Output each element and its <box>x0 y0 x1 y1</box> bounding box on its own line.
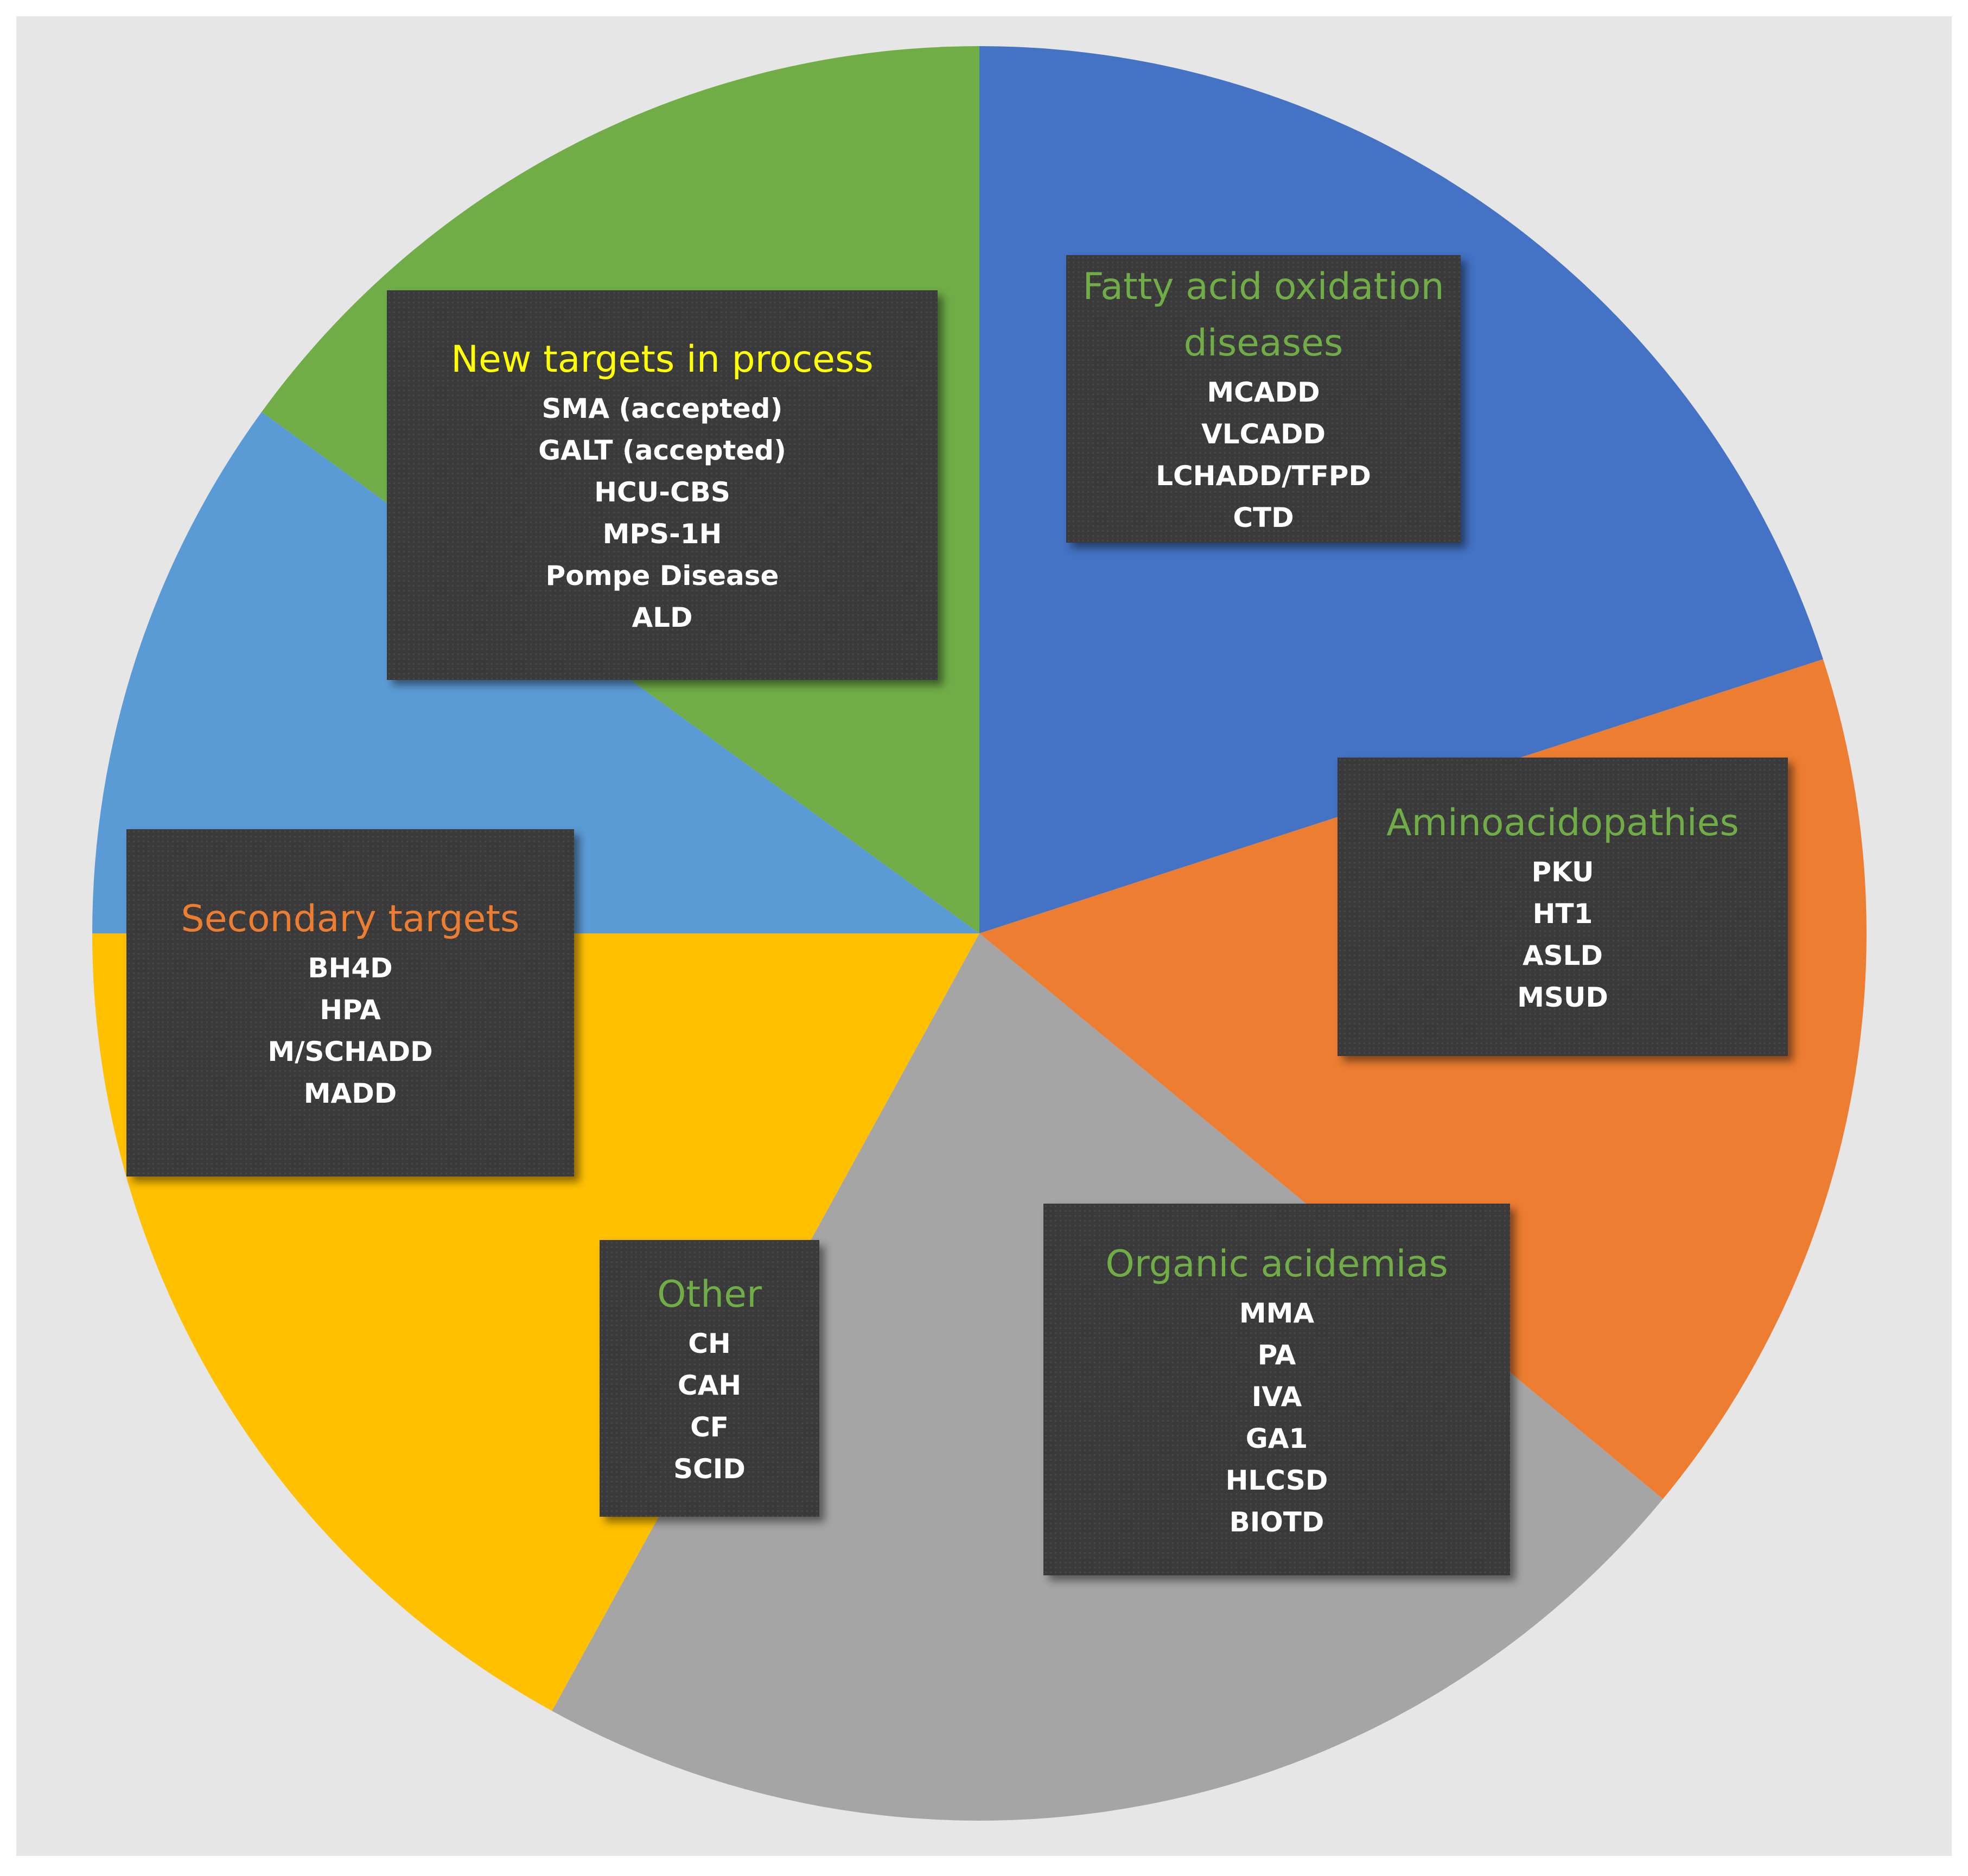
slice-label-fatty-acid-oxidation: Fatty acid oxidation diseases <box>1082 265 1444 365</box>
slice-label-organic-acidemias: Organic acidemias <box>1105 1242 1448 1286</box>
label-box-aminoacidopathies: Aminoacidopathies PKU HT1 ASLD MSUD <box>1338 758 1788 1056</box>
list-item: HPA <box>320 994 381 1026</box>
item-list-fatty-acid-oxidation: MCADD VLCADD LCHADD/TFPD CTD <box>1156 372 1371 539</box>
list-item: CAH <box>677 1370 742 1401</box>
list-item: Pompe Disease <box>545 560 779 592</box>
list-item: MADD <box>303 1078 397 1109</box>
list-item: PA <box>1257 1339 1296 1371</box>
list-item: BH4D <box>308 952 393 984</box>
label-box-other: Other CH CAH CF SCID <box>600 1240 819 1517</box>
item-list-organic-acidemias: MMA PA IVA GA1 HLCSD BIOTD <box>1226 1293 1328 1543</box>
list-item: VLCADD <box>1201 418 1326 450</box>
list-item: HT1 <box>1532 898 1593 930</box>
slice-label-secondary-targets: Secondary targets <box>181 898 520 940</box>
list-item: SCID <box>673 1453 746 1485</box>
list-item: MCADD <box>1207 377 1320 408</box>
list-item: MMA <box>1239 1297 1315 1329</box>
list-item: GA1 <box>1245 1422 1308 1454</box>
list-item: HCU-CBS <box>594 476 730 508</box>
item-list-new-targets-in-process: SMA (accepted) GALT (accepted) HCU-CBS MPS-… <box>538 388 786 639</box>
label-box-new-targets-in-process: New targets in process SMA (accepted) GAL… <box>387 290 938 680</box>
label-box-secondary-targets: Secondary targets BH4D HPA M/SCHADD MADD <box>126 829 574 1177</box>
list-item: CF <box>690 1411 729 1443</box>
list-item: PKU <box>1531 856 1594 888</box>
label-box-fatty-acid-oxidation: Fatty acid oxidation diseases MCADD VLCAD… <box>1066 255 1461 543</box>
list-item: SMA (accepted) <box>542 393 783 424</box>
list-item: BIOTD <box>1229 1506 1324 1538</box>
slice-label-other: Other <box>657 1273 762 1316</box>
slice-label-aminoacidopathies: Aminoacidopathies <box>1386 802 1739 844</box>
list-item: MPS-1H <box>602 518 722 550</box>
list-item: HLCSD <box>1225 1464 1328 1496</box>
list-item: M/SCHADD <box>268 1036 433 1067</box>
list-item: IVA <box>1251 1381 1302 1413</box>
label-box-organic-acidemias: Organic acidemias MMA PA IVA GA1 HLCSD BIOTD <box>1043 1204 1510 1575</box>
list-item: MSUD <box>1517 982 1608 1013</box>
list-item: ALD <box>632 602 693 633</box>
item-list-aminoacidopathies: PKU HT1 ASLD MSUD <box>1517 851 1608 1019</box>
slice-label-new-targets-in-process: New targets in process <box>451 338 874 381</box>
item-list-secondary-targets: BH4D HPA M/SCHADD MADD <box>268 947 432 1115</box>
list-item: CTD <box>1233 502 1294 533</box>
list-item: LCHADD/TFPD <box>1156 460 1371 492</box>
list-item: ASLD <box>1522 940 1603 971</box>
item-list-other: CH CAH CF SCID <box>673 1323 746 1490</box>
list-item: GALT (accepted) <box>538 435 786 466</box>
list-item: CH <box>688 1328 731 1359</box>
